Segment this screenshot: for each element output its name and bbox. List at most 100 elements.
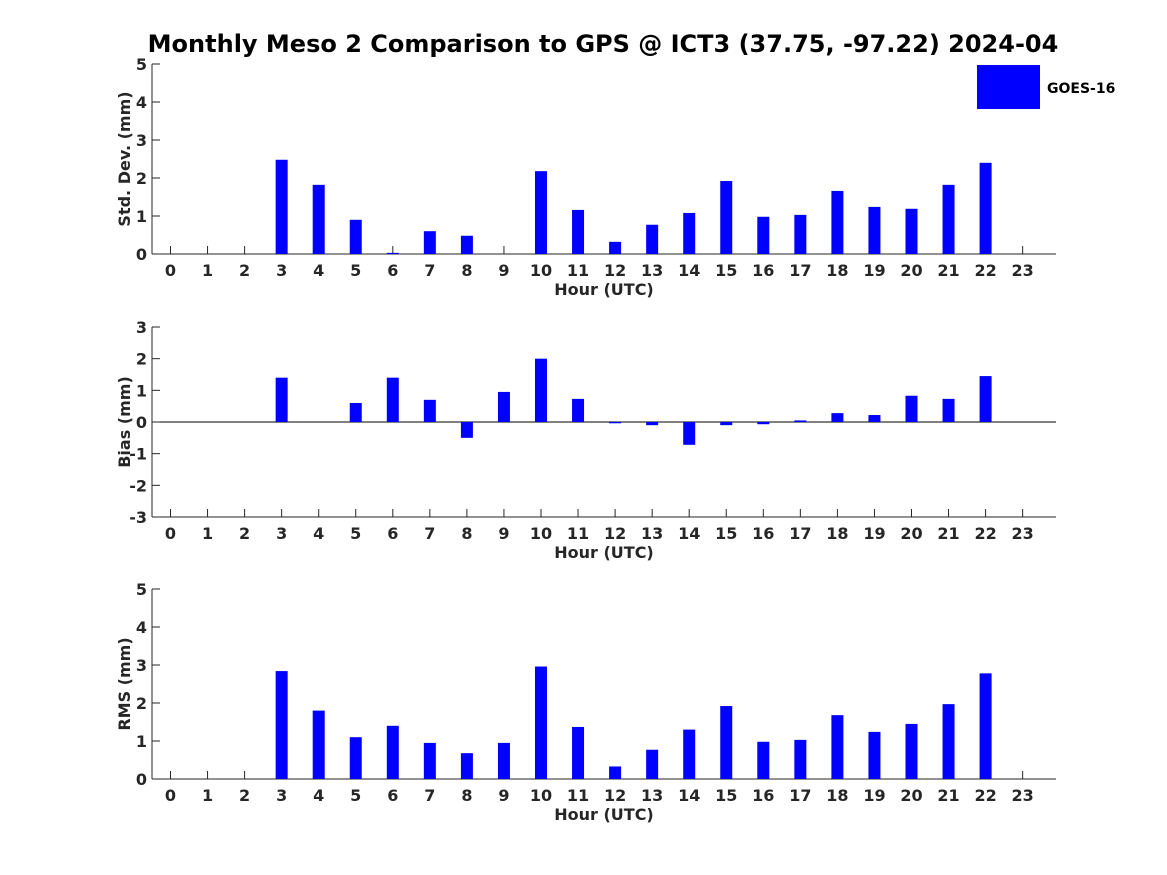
bar-hour-20 [905,208,918,254]
x-tick-label: 14 [678,786,700,805]
bar-hour-5 [349,219,362,254]
x-tick-label: 10 [530,524,552,543]
bar-hour-6 [386,725,399,779]
x-tick-label: 4 [313,524,324,543]
x-tick-label: 19 [863,524,885,543]
y-tick-label: -1 [129,445,147,464]
y-tick-label: 4 [136,618,147,637]
x-tick-label: 9 [498,786,509,805]
y-tick-label: 5 [136,55,147,74]
bar-hour-3 [275,159,288,254]
x-tick-label: 22 [974,524,996,543]
bar-hour-12 [609,766,622,779]
bar-hour-4 [312,184,325,254]
x-tick-label: 15 [715,786,737,805]
x-tick-label: 4 [313,786,324,805]
x-tick-label: 9 [498,524,509,543]
x-tick-label: 8 [461,524,472,543]
bar-hour-21 [942,398,955,422]
bar-hour-10 [535,666,547,779]
bar-hour-7 [423,399,436,422]
bar-hour-9 [497,742,510,779]
bar-hour-17 [794,420,807,422]
bar-hour-20 [905,395,918,422]
y-axis-label: Bias (mm) [115,376,134,468]
bar-hour-13 [646,749,659,779]
bar-hour-5 [349,403,362,422]
x-tick-label: 19 [863,261,885,280]
x-tick-label: 17 [789,524,811,543]
bar-hour-19 [868,206,881,254]
bar-hour-11 [572,726,585,779]
x-tick-label: 12 [604,261,626,280]
x-tick-label: 3 [276,524,287,543]
x-tick-label: 1 [202,261,213,280]
bar-hour-18 [831,190,844,254]
bar-hour-3 [275,671,288,779]
x-tick-label: 8 [461,786,472,805]
x-tick-label: 3 [276,786,287,805]
bar-hour-13 [646,422,659,426]
bar-hour-5 [349,737,362,779]
x-tick-label: 9 [498,261,509,280]
bar-hour-22 [979,162,992,254]
x-tick-label: 2 [239,261,250,280]
y-tick-label: 3 [136,318,147,337]
y-tick-label: 3 [136,656,147,675]
x-tick-label: 13 [641,786,663,805]
x-tick-label: 8 [461,261,472,280]
legend-label: GOES-16 [1047,81,1115,97]
x-tick-label: 5 [350,786,361,805]
bar-hour-20 [905,723,918,779]
x-tick-label: 17 [789,786,811,805]
y-tick-label: 0 [136,245,147,264]
bar-hour-22 [979,673,992,779]
y-tick-label: 0 [136,770,147,789]
y-tick-label: 4 [136,93,147,112]
x-tick-label: 4 [313,261,324,280]
bar-hour-16 [757,422,770,425]
x-tick-label: 1 [202,786,213,805]
y-axis-label: RMS (mm) [115,637,134,730]
bar-hour-19 [868,415,881,422]
y-tick-label: 1 [136,732,147,751]
bar-hour-14 [683,422,696,445]
bar-hour-7 [423,742,436,779]
y-tick-label: 1 [136,207,147,226]
x-tick-label: 11 [567,524,589,543]
x-tick-label: 5 [350,524,361,543]
x-tick-label: 23 [1012,786,1034,805]
x-tick-label: 2 [239,524,250,543]
bar-hour-8 [460,235,473,254]
y-tick-label: 2 [136,350,147,369]
bar-hour-17 [794,214,807,254]
bar-hour-16 [757,741,770,779]
y-tick-label: -3 [129,508,147,527]
bar-hour-22 [979,376,992,422]
x-tick-label: 1 [202,524,213,543]
x-tick-label: 14 [678,261,700,280]
x-tick-label: 18 [826,786,848,805]
x-tick-label: 21 [937,524,959,543]
bar-hour-6 [386,252,399,254]
x-tick-label: 6 [387,524,398,543]
x-tick-label: 12 [604,524,626,543]
bar-hour-9 [497,391,510,422]
x-tick-label: 14 [678,524,700,543]
bar-hour-14 [683,212,696,254]
x-tick-label: 12 [604,786,626,805]
x-tick-label: 0 [165,261,176,280]
y-tick-label: 0 [136,413,147,432]
bar-hour-10 [535,171,547,254]
bar-hour-17 [794,739,807,779]
bar-hour-19 [868,731,881,779]
x-tick-label: 13 [641,261,663,280]
x-tick-label: 16 [752,786,774,805]
bar-hour-13 [646,224,659,254]
x-tick-label: 11 [567,786,589,805]
bar-hour-18 [831,413,844,422]
legend: GOES-16 [977,65,1115,109]
